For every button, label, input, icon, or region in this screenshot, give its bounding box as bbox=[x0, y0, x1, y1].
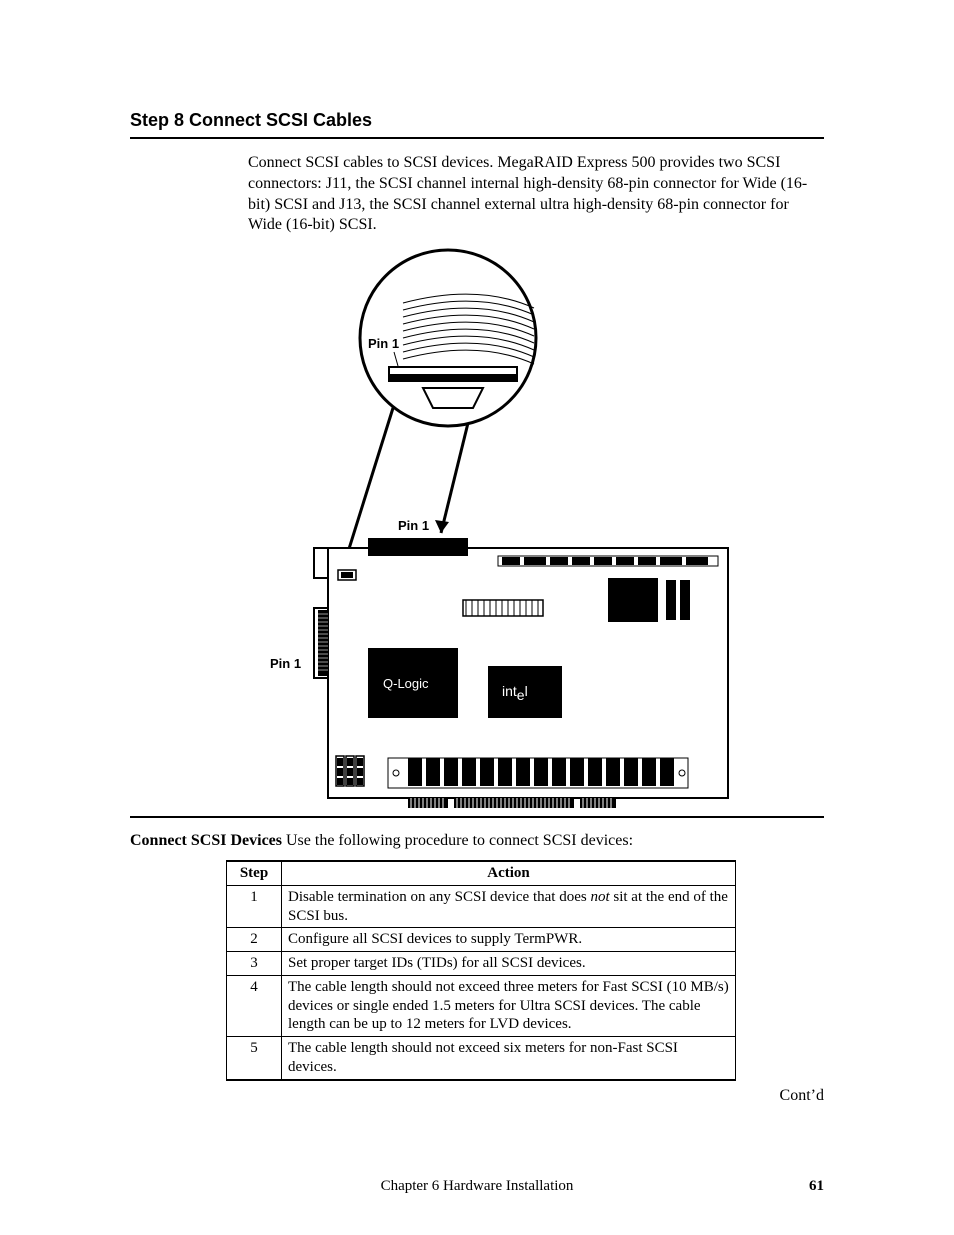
table-row: 2 Configure all SCSI devices to supply T… bbox=[227, 928, 736, 952]
table-row: 1 Disable termination on any SCSI device… bbox=[227, 885, 736, 928]
diagram: Pin 1 Pin 1 bbox=[248, 248, 824, 808]
pin1-label-left: Pin 1 bbox=[270, 656, 301, 671]
table-row: 4 The cable length should not exceed thr… bbox=[227, 975, 736, 1036]
step-num: 3 bbox=[227, 952, 282, 976]
table-row: 5 The cable length should not exceed six… bbox=[227, 1037, 736, 1080]
step-num: 1 bbox=[227, 885, 282, 928]
section-heading: Step 8 Connect SCSI Cables bbox=[130, 110, 824, 139]
pin1-label-top: Pin 1 bbox=[368, 336, 399, 351]
step-action: Configure all SCSI devices to supply Ter… bbox=[282, 928, 736, 952]
step-action: The cable length should not exceed six m… bbox=[282, 1037, 736, 1080]
subhead-rest: Use the following procedure to connect S… bbox=[282, 832, 633, 849]
page: Step 8 Connect SCSI Cables Connect SCSI … bbox=[0, 0, 954, 1235]
step-num: 2 bbox=[227, 928, 282, 952]
table-row: 3 Set proper target IDs (TIDs) for all S… bbox=[227, 952, 736, 976]
qlogic-chip-label: Q-Logic bbox=[383, 676, 429, 691]
step-action: Disable termination on any SCSI device t… bbox=[282, 885, 736, 928]
page-footer: Chapter 6 Hardware Installation 61 bbox=[0, 1178, 954, 1195]
scsi-diagram-svg: Pin 1 Pin 1 bbox=[248, 248, 748, 808]
footer-chapter: Chapter 6 Hardware Installation bbox=[381, 1178, 574, 1194]
step-num: 5 bbox=[227, 1037, 282, 1080]
subheading: Connect SCSI Devices Use the following p… bbox=[130, 832, 824, 850]
col-action: Action bbox=[282, 861, 736, 885]
pin1-label-mid: Pin 1 bbox=[398, 518, 429, 533]
steps-table: Step Action 1 Disable termination on any… bbox=[226, 860, 736, 1081]
footer-page-number: 61 bbox=[809, 1178, 824, 1195]
col-step: Step bbox=[227, 861, 282, 885]
intro-paragraph: Connect SCSI cables to SCSI devices. Meg… bbox=[248, 153, 824, 236]
subhead-bold: Connect SCSI Devices bbox=[130, 832, 282, 849]
diagram-rule bbox=[130, 816, 824, 818]
continued-label: Cont’d bbox=[130, 1087, 824, 1105]
step-num: 4 bbox=[227, 975, 282, 1036]
step-action: The cable length should not exceed three… bbox=[282, 975, 736, 1036]
step-action: Set proper target IDs (TIDs) for all SCS… bbox=[282, 952, 736, 976]
table-header-row: Step Action bbox=[227, 861, 736, 885]
